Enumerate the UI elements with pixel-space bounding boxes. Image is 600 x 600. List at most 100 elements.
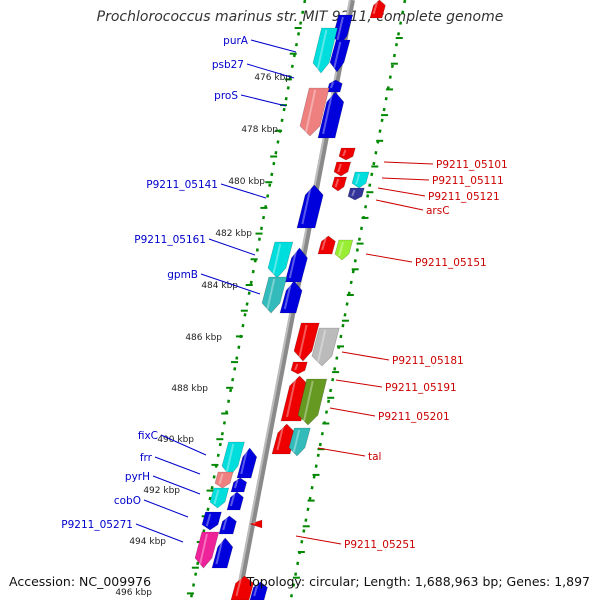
gene-highlight (338, 241, 344, 257)
right-gene-label: tal (368, 451, 381, 463)
gene-highlight (218, 473, 224, 485)
kbp-tick-label: 486 kbp (185, 333, 222, 343)
gene-highlight (321, 237, 327, 251)
gene-highlight (240, 449, 248, 475)
gene-highlight (222, 517, 228, 531)
gene-highlight (252, 521, 256, 525)
kbp-tick-label: 484 kbp (201, 281, 238, 291)
gene-highlight (229, 493, 236, 507)
gene-highlight (276, 425, 285, 451)
right-leader-line (341, 351, 390, 361)
right-leader-line (335, 379, 383, 388)
gene-arrow (338, 147, 356, 161)
left-gene-label: psb27 (212, 59, 244, 71)
gene-arrow (249, 519, 263, 529)
kbp-tick-label: 488 kbp (171, 384, 208, 394)
gene-arrow (351, 171, 370, 189)
gene-highlight (316, 29, 328, 70)
kbp-tick-label: 482 kbp (215, 229, 252, 239)
gene-highlight (351, 189, 356, 197)
left-gene-label: P9211_05161 (134, 234, 206, 246)
gene-highlight (329, 81, 335, 89)
gene-arrow (261, 276, 288, 314)
gene-highlight (253, 583, 259, 597)
gene-highlight (336, 16, 344, 42)
left-tick-rail (189, 0, 307, 600)
left-gene-label: frr (140, 452, 153, 464)
gene-highlight (333, 41, 342, 69)
gene-highlight (298, 324, 308, 358)
gene-arrow (267, 241, 294, 279)
kbp-tick-label: 476 kbp (254, 73, 291, 83)
gene-highlight (337, 163, 342, 173)
gene-highlight (215, 539, 224, 565)
gene-arrow (297, 378, 328, 426)
gene-arrow (284, 247, 308, 283)
gene-arrow (293, 322, 320, 362)
gene-arrow (317, 91, 345, 139)
gene-arrow (331, 176, 348, 192)
gene-highlight (286, 377, 297, 418)
gene-arrow (226, 491, 244, 511)
right-gene-label: P9211_05251 (344, 539, 416, 551)
gene-highlight (301, 186, 312, 225)
gene-arrow (311, 327, 340, 367)
kbp-tick-label: 478 kbp (241, 125, 278, 135)
kbp-tick-label: 490 kbp (157, 435, 194, 445)
left-gene-label: gpmB (167, 269, 198, 281)
left-gene-label: P9211_05271 (61, 519, 133, 531)
gene-arrow (279, 280, 303, 314)
gene-highlight (292, 429, 301, 453)
gene-highlight (372, 1, 378, 15)
kbp-tick-label: 492 kbp (143, 486, 180, 496)
gene-arrow (317, 235, 336, 255)
left-gene-label: pyrH (125, 471, 150, 483)
gene-highlight (233, 479, 239, 489)
left-leader-line (200, 273, 261, 295)
gene-arrow (194, 531, 220, 569)
gene-group (194, 0, 386, 600)
gene-arrow (347, 187, 365, 201)
gene-arrow (214, 471, 234, 489)
left-gene-label: purA (223, 35, 249, 47)
gene-arrow (329, 39, 351, 73)
right-gene-label: P9211_05111 (432, 175, 504, 187)
right-leader-line (317, 447, 366, 457)
right-gene-label: P9211_05181 (392, 355, 464, 367)
kbp-tick-label: 496 kbp (115, 588, 152, 598)
gene-arrow (236, 447, 258, 479)
gene-arrow (201, 511, 222, 531)
label-group: purA psb27 proS P9211_05141 P9211_05161 gpmB f… (61, 35, 507, 551)
gene-highlight (322, 93, 333, 135)
left-leader-line (160, 434, 207, 456)
gene-highlight (334, 178, 340, 188)
right-gene-label: P9211_05191 (385, 382, 457, 394)
gene-arrow (290, 361, 308, 375)
gene-highlight (272, 243, 282, 275)
left-leader-line (154, 456, 201, 475)
gene-arrow (299, 87, 330, 137)
left-leader-line (240, 94, 287, 107)
right-leader-line (377, 187, 426, 197)
left-leader-line (220, 183, 267, 199)
right-gene-label: P9211_05201 (378, 411, 450, 423)
gene-arrow (221, 441, 245, 477)
gene-arrow (312, 27, 338, 74)
right-leader-line (365, 253, 413, 263)
left-gene-label: proS (214, 90, 238, 102)
gene-arrow (230, 575, 254, 600)
gene-highlight (355, 173, 361, 185)
gene-arrow (326, 79, 343, 93)
gene-arrow (334, 239, 354, 261)
left-leader-line (250, 39, 297, 53)
gene-arrow (369, 0, 386, 19)
gene-highlight (199, 533, 208, 565)
topology-text: Topology: circular; Length: 1,688,963 bp… (246, 574, 590, 589)
gene-highlight (317, 329, 327, 363)
gene-highlight (266, 278, 276, 310)
left-leader-line (152, 475, 201, 495)
right-leader-line (375, 199, 424, 211)
left-gene-label: cobO (114, 495, 141, 507)
gene-highlight (225, 443, 235, 473)
gene-arrow (230, 477, 248, 493)
